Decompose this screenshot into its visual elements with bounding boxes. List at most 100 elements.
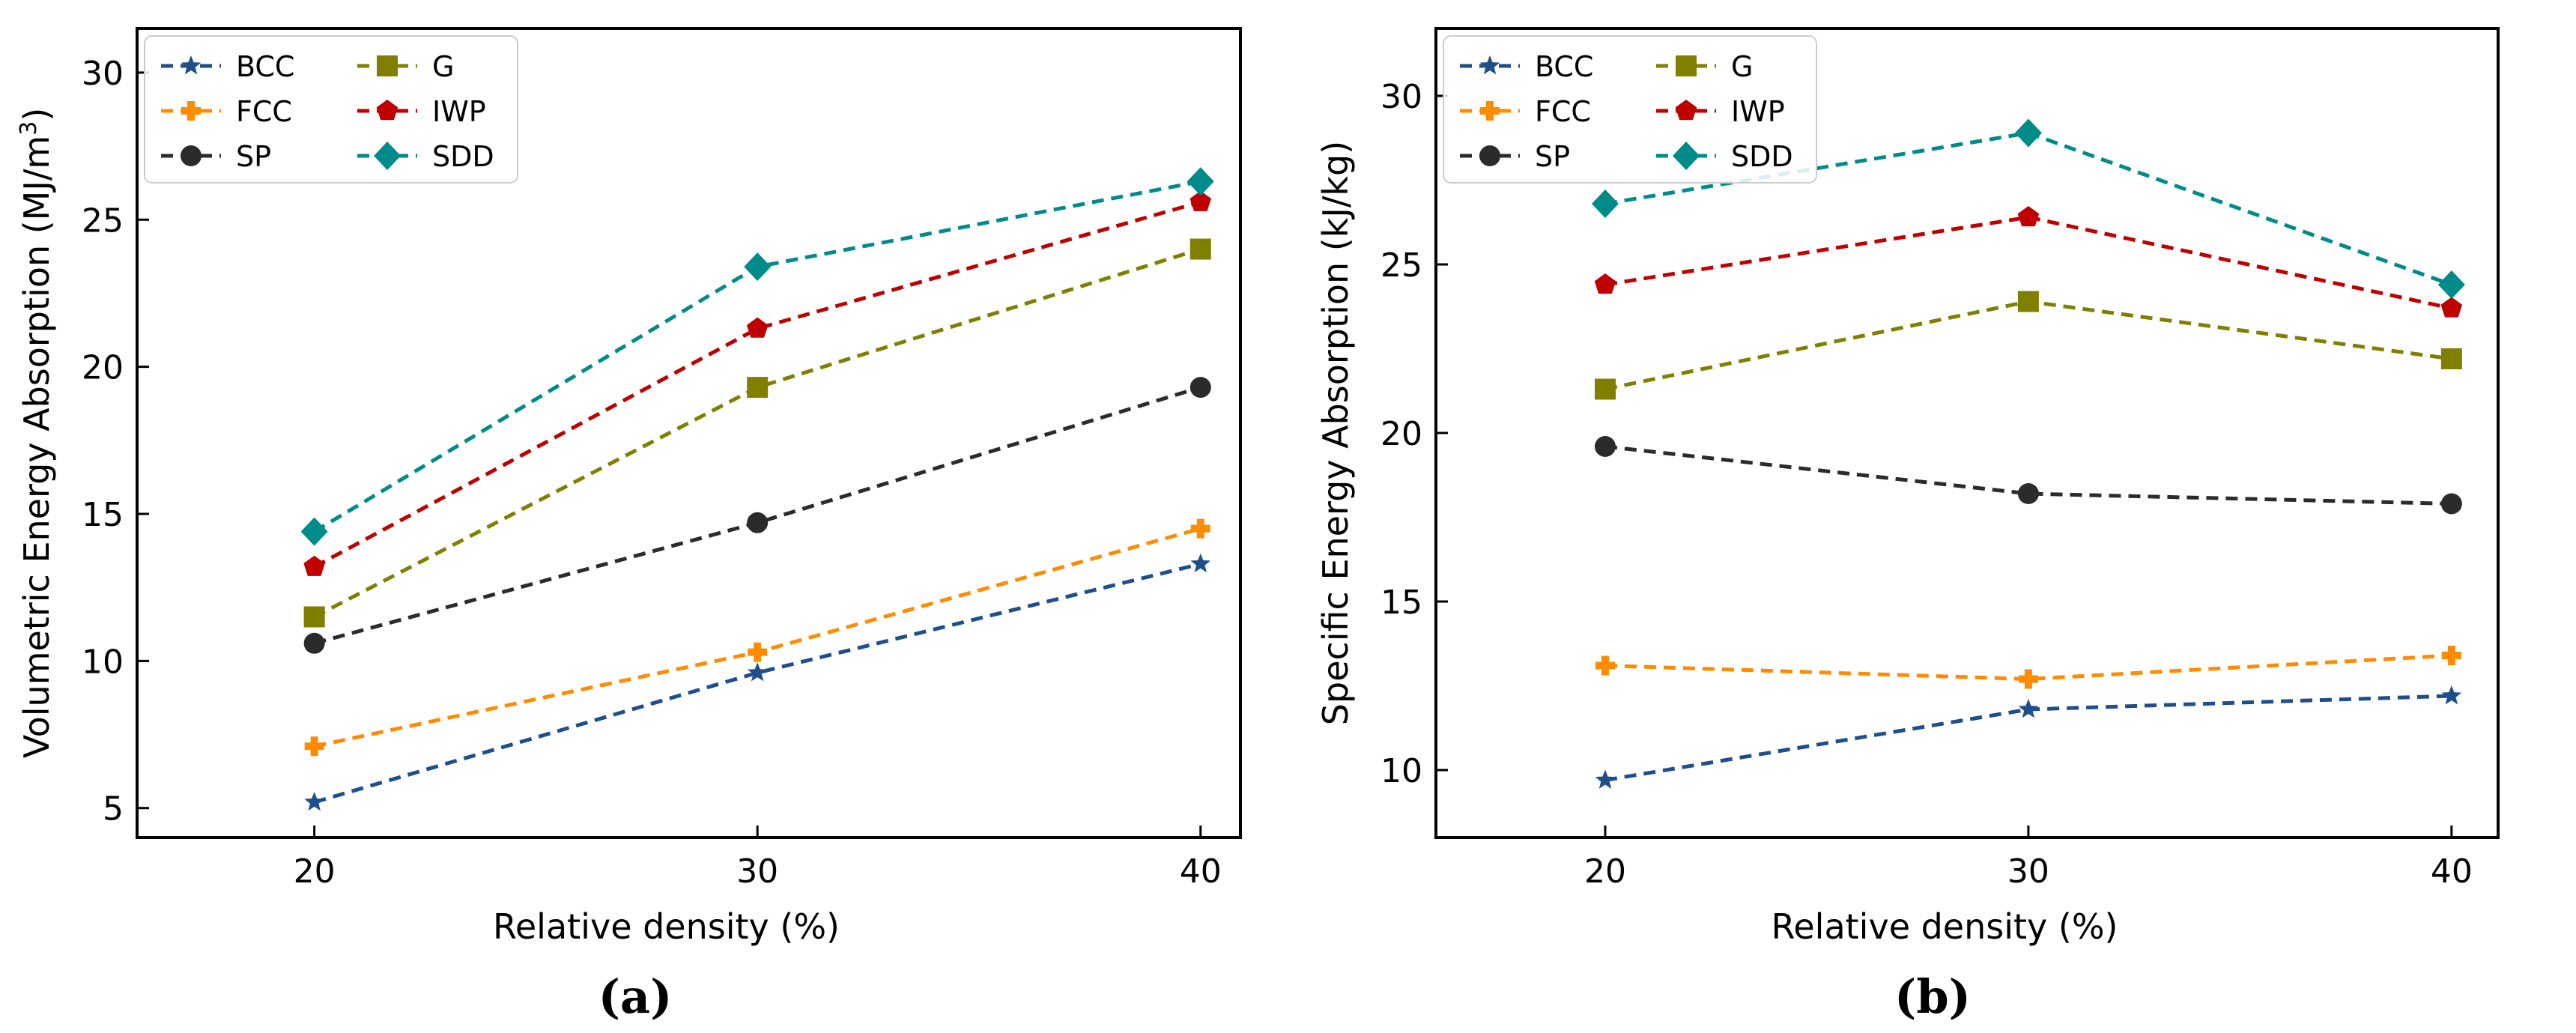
panel-a-legend-marker-sp (181, 145, 201, 166)
panel-b-legend-label-iwp: IWP (1731, 95, 1785, 128)
panel-a-series-iwp (303, 190, 1212, 576)
panel-a-y-axis-label: Volumetric Energy Absorption (MJ/m3) (16, 108, 58, 759)
panel-b-y-axis-label-main: Specific Energy Absorption (kJ/kg) (1315, 141, 1356, 725)
panel-a-point-iwp (1189, 190, 1212, 211)
panel-b-legend-marker-bcc (1479, 55, 1500, 75)
panel-a-y-tick-label: 15 (82, 496, 124, 534)
panel-a-point-sdd (1187, 167, 1214, 196)
panel-a-x-tick-label: 30 (736, 852, 778, 891)
panel-a-x-axis-label: Relative density (%) (493, 906, 840, 947)
panel-a-point-sdd (300, 517, 328, 546)
panel-a-y-axis-label-end: ) (16, 108, 57, 121)
panel-a-point-iwp (746, 317, 769, 338)
panel-a-y-tick-label: 10 (82, 643, 124, 681)
panel-a-y-tick-label: 20 (82, 349, 124, 387)
panel-b-x-tick-label: 20 (1584, 852, 1626, 891)
panel-b-point-sdd (1591, 190, 1619, 218)
panel-b-point-sdd (2437, 270, 2465, 299)
panel-a-legend-marker-iwp (376, 100, 398, 121)
panel-a-line-g (313, 247, 1201, 619)
panel-b-x-axis-label: Relative density (%) (1771, 906, 2118, 947)
panel-b-legend-marker-iwp (1675, 100, 1697, 121)
panel-a-legend-label-fcc: FCC (236, 95, 292, 128)
panel-b-series-g (1594, 291, 2462, 400)
panel-a-point-sp (1189, 377, 1211, 399)
panel-a-legend-marker-fcc (181, 101, 201, 121)
panel-b-point-iwp (2017, 206, 2040, 227)
panel-a-line-fcc (314, 527, 1201, 748)
panel-a-caption: (a) (598, 969, 673, 1024)
panel-a-line-sdd (313, 179, 1201, 533)
panel-b-legend: BCC FCC SP G IWP SDD (1443, 35, 1817, 184)
panel-a-legend-label-iwp: IWP (432, 95, 486, 128)
panel-b-point-sp (2017, 483, 2039, 504)
panel-b-y-tick-label: 10 (1381, 752, 1422, 790)
panel-a-legend-marker-sdd (374, 142, 401, 170)
panel-b-legend-box (1443, 35, 1817, 184)
panel-b-y-tick-label: 25 (1381, 246, 1422, 285)
panel-a-y-axis-label-sup: 3 (16, 121, 42, 136)
panel-b-point-g (2017, 291, 2039, 312)
panel-b-series-iwp (1594, 206, 2463, 318)
panel-b-point-bcc (2441, 685, 2462, 705)
panel-a-point-fcc (1190, 518, 1210, 539)
panel-a-legend-label-sdd: SDD (432, 140, 494, 173)
panel-a-plot-frame (136, 27, 1242, 839)
panel-b-y-axis-label: Specific Energy Absorption (kJ/kg) (1315, 141, 1356, 725)
panel-a-point-iwp (303, 555, 325, 576)
panel-b-y-tick-label: 20 (1381, 415, 1422, 453)
panel-b-legend-label-bcc: BCC (1535, 50, 1593, 83)
panel-b-point-fcc (2441, 646, 2461, 665)
panel-b-caption: (b) (1894, 969, 1971, 1024)
panel-a-y-tick-label: 5 (103, 790, 124, 828)
panel-a-y-tick-label: 25 (82, 202, 124, 240)
panel-b-legend-marker-g (1676, 55, 1697, 76)
panel-a-legend-label-sp: SP (236, 140, 271, 173)
panel-a-point-bcc (304, 791, 324, 811)
panel-b-legend-label-g: G (1731, 50, 1753, 83)
panel-b-legend-marker-sp (1479, 145, 1500, 166)
panel-a-series-bcc (304, 553, 1211, 811)
panel-b-line-g (1604, 299, 2452, 391)
panel-b-point-bcc (2018, 699, 2039, 718)
panel-a-point-g (303, 606, 325, 628)
panel-a-series-g (303, 238, 1211, 628)
panel-a-legend: BCC FCC SP G IWP SDD (144, 35, 518, 184)
panel-b-x-tick-label: 30 (2007, 852, 2049, 891)
panel-a-point-sdd (744, 252, 772, 282)
panel-a-series-sp (303, 377, 1211, 654)
panel-b-legend-label-fcc: FCC (1535, 95, 1591, 128)
panel-b-point-iwp (2440, 297, 2463, 318)
panel-a-legend-box (144, 35, 518, 184)
panel-b-x-tick-label: 40 (2431, 852, 2473, 891)
panel-a-y-axis-label-main: Volumetric Energy Absorption (MJ/m (16, 136, 57, 759)
panel-b-series-fcc (1595, 646, 2461, 689)
panel-a-point-bcc (747, 662, 768, 682)
panel-a-legend-label-bcc: BCC (236, 50, 294, 83)
panel-a-legend-marker-g (377, 55, 398, 76)
panel-a-series-fcc (304, 518, 1210, 757)
panel-a-legend-marker-bcc (181, 55, 201, 75)
panel-a-legend-label-g: G (432, 50, 454, 83)
panel-b-point-g (2440, 348, 2462, 369)
panel-b-point-sdd (2014, 118, 2042, 148)
panel-a-point-g (747, 377, 769, 399)
panel-a-series-sdd (300, 167, 1214, 546)
panel-b-point-fcc (2018, 669, 2038, 689)
panel-a-line-iwp (313, 200, 1201, 569)
panel-a-point-fcc (304, 736, 324, 757)
panel-b-line-sp (1604, 444, 2452, 506)
panel-b-point-g (1594, 378, 1616, 400)
panel-b-line-fcc (1604, 653, 2452, 682)
panel-b-point-iwp (1594, 273, 1616, 294)
panel-b-y-tick-label: 30 (1381, 78, 1422, 116)
panel-b-series-sp (1594, 436, 2462, 515)
panel-b-point-bcc (1595, 769, 1616, 789)
panel-a-x-tick-label: 40 (1180, 852, 1222, 891)
panel-a: 5 10 15 20 25 30 20 30 40 Relative density (%) Vol… (16, 27, 1242, 1024)
panel-a-line-bcc (313, 562, 1201, 805)
panel-b-legend-marker-fcc (1480, 101, 1500, 121)
panel-b-point-sp (2440, 493, 2462, 515)
panel-a-point-sp (303, 632, 325, 654)
